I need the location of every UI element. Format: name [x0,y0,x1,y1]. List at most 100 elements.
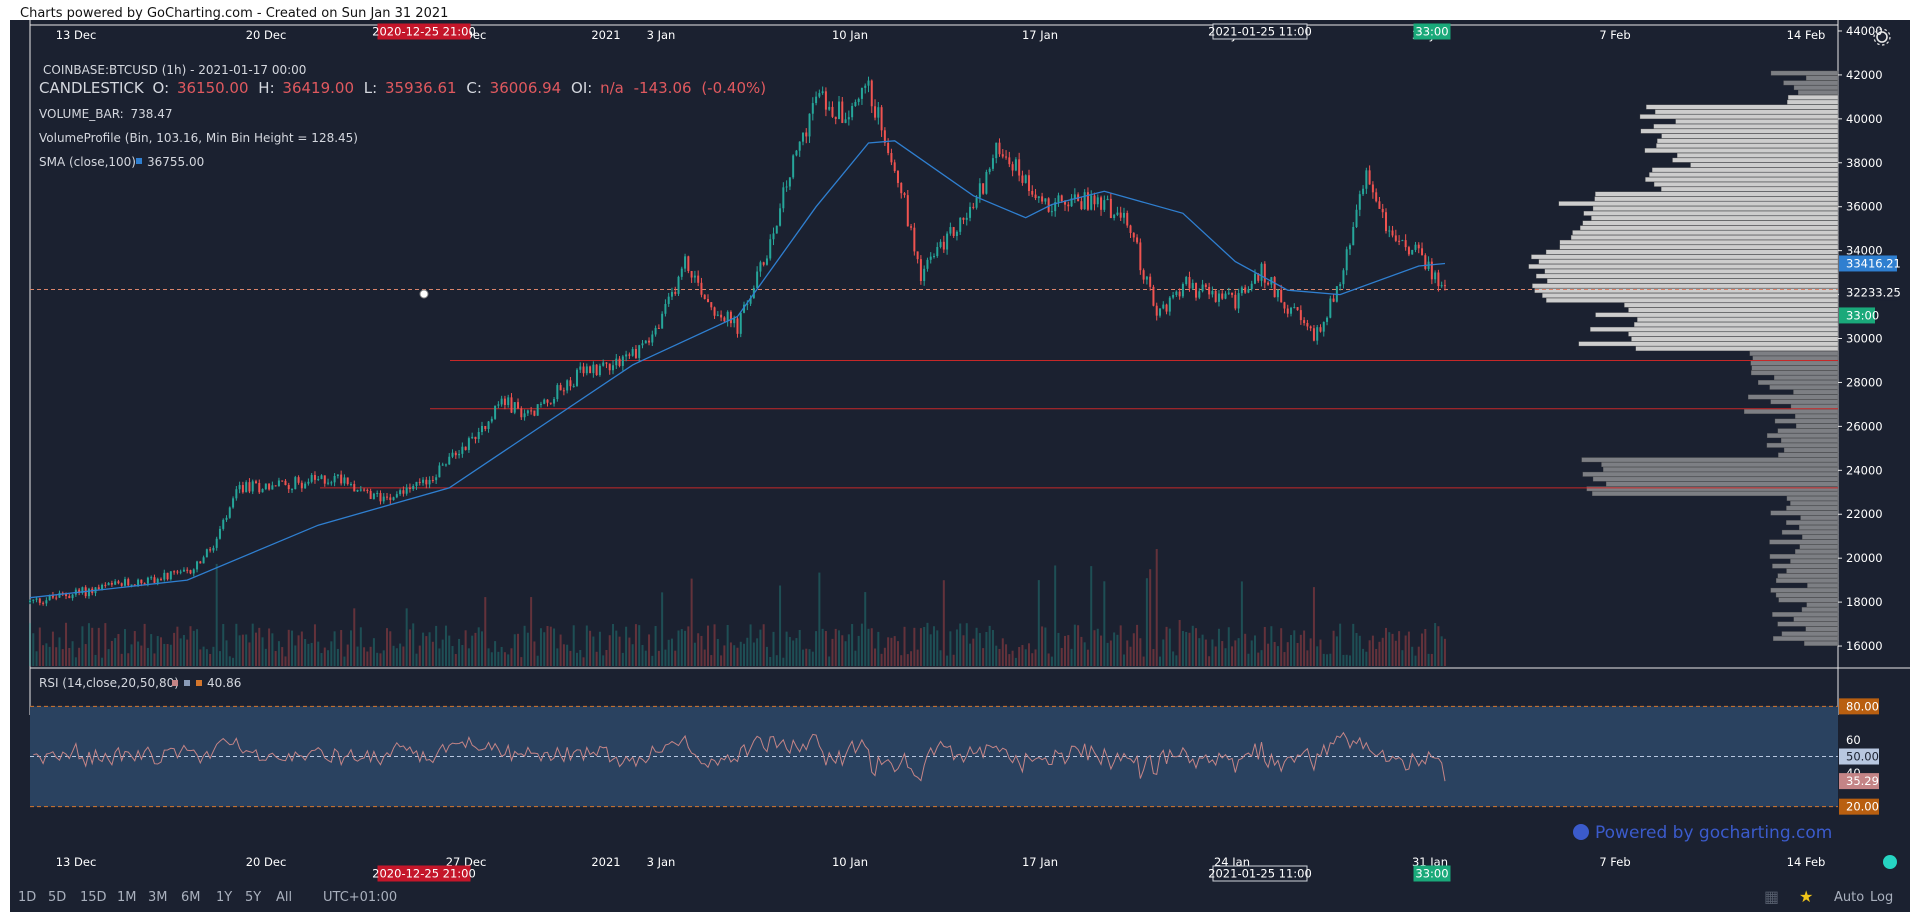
candle-body [1168,297,1171,312]
range-6m[interactable]: 6M [181,890,201,905]
candle-body [536,404,539,416]
volume-bar [500,646,503,666]
candle-body [982,183,985,194]
candle-body [828,106,831,110]
volume-bar [1312,587,1315,666]
candle-body [1244,287,1247,293]
time-tag-left-bottom: 2020-12-25 21:00 [372,867,476,881]
candle-body [838,101,841,120]
rsi-label: RSI (14,close,20,50,80) [39,676,179,690]
volume-bar [566,644,569,666]
volume-bar [379,653,382,666]
candle-body [670,292,673,297]
range-1d[interactable]: 1D [18,890,37,905]
candle-body [896,170,899,183]
volume-bar [1208,656,1211,666]
candle-body [644,340,647,344]
candle-body [723,317,726,322]
volume-bar [539,628,542,666]
volume-bar [828,656,831,666]
volume-bar [651,655,654,666]
volume-bar [84,644,87,666]
candle-body [1290,307,1293,314]
candle-body [1257,273,1260,281]
candle-body [772,233,775,240]
volume-bar [759,629,762,666]
volume-profile-bin [1752,355,1839,361]
candle-body [392,497,395,500]
candle-body [277,480,280,486]
volume-bar [120,653,123,666]
star-icon[interactable]: ★ [1799,887,1814,906]
timezone-selector[interactable]: UTC+01:00 [323,890,398,905]
volume-bar [1352,623,1355,666]
candle-body [1378,201,1381,209]
volume-bar [218,651,221,666]
candle-body [1404,240,1407,248]
range-1m[interactable]: 1M [117,890,137,905]
candle-body [1368,170,1371,185]
volume-profile-bin [1592,491,1839,496]
candle-body [716,314,719,316]
range-1y[interactable]: 1Y [216,890,233,905]
range-all[interactable]: All [276,890,293,905]
candle-body [274,485,277,487]
volume-bar [225,640,228,666]
crosshair-point [419,289,429,299]
volume-bar [271,633,274,666]
candle-body [631,349,634,356]
volume-bar [199,649,202,666]
volume-bar [1427,653,1430,666]
chart-canvas[interactable]: 13 Dec 13 Dec 20 Dec 20 Dec 2021 2021 3 Jan 3 J… [10,20,1910,884]
candle-body [461,446,464,454]
volume-bar [1204,639,1207,666]
range-15d[interactable]: 15D [80,890,107,905]
candle-body [284,480,287,486]
candle-body [1224,293,1227,299]
rsi-tag-lower-box [1839,798,1879,815]
symbol-label: COINBASE:BTCUSD (1h) - 2021-01-17 00:00 [43,63,306,77]
volume-bar [562,644,565,666]
grid-icon[interactable]: ▦ [1764,887,1780,906]
candle-body [51,595,54,598]
volume-profile-bin [1624,302,1839,308]
time-label-top: 7 Feb [1599,28,1630,42]
volume-bar [530,597,533,666]
price-label: 24000 [1846,463,1883,477]
volume-bar [61,649,64,666]
candle-body [759,262,762,272]
status-dot[interactable] [1883,855,1897,869]
volume-bar [631,644,634,666]
range-5d[interactable]: 5D [48,890,67,905]
volume-bar [1217,628,1220,666]
candle-body [454,452,457,456]
volume-bar [1303,630,1306,666]
volume-bar [864,592,867,666]
volume-bar [1440,636,1443,666]
volume-bar [1024,649,1027,666]
candle-body [179,571,182,573]
volume-bar [1316,646,1319,666]
volume-bar [756,638,759,666]
candle-body [484,425,487,430]
candle-body [58,592,61,598]
volume-bar [238,635,241,666]
range-3m[interactable]: 3M [148,890,168,905]
log-scale-toggle[interactable]: Log [1870,890,1894,905]
volume-bar [1263,626,1266,666]
candle-body [955,231,958,236]
volume-bar [520,657,523,666]
volume-bar [546,626,549,666]
volume-bar [1371,635,1374,666]
volume-bar [202,646,205,666]
candle-body [1247,289,1250,293]
volume-bar [166,644,169,666]
volume-bar-legend: VOLUME_BAR: 738.47 [39,107,173,121]
gear-icon[interactable] [1873,28,1891,46]
candle-body [376,493,379,495]
candle-body [173,571,176,573]
auto-scale-toggle[interactable]: Auto [1834,890,1865,905]
range-5y[interactable]: 5Y [245,890,262,905]
candle-body [48,595,51,601]
candle-body [1093,195,1096,205]
